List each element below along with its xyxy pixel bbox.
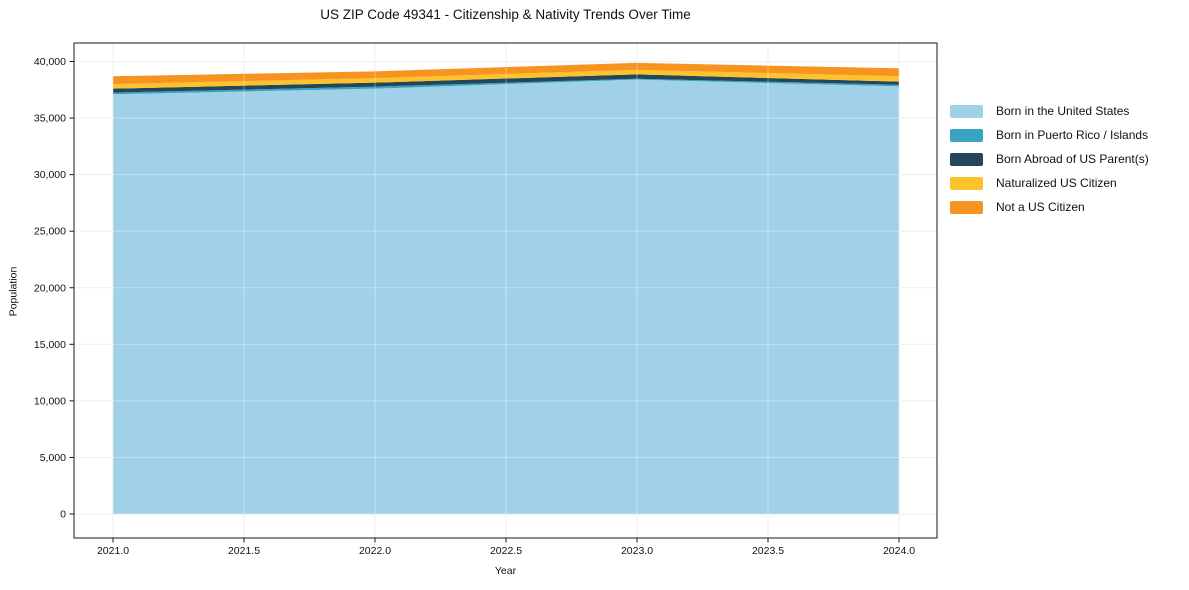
legend-swatch — [950, 128, 983, 142]
legend-item: Born Abroad of US Parent(s) — [950, 152, 1149, 166]
x-tick-label: 2021.5 — [228, 545, 260, 557]
legend-swatch — [950, 176, 983, 190]
y-tick-label: 15,000 — [34, 339, 66, 351]
y-tick-label: 5,000 — [40, 452, 66, 464]
y-tick-label: 30,000 — [34, 169, 66, 181]
y-axis-label: Population — [7, 266, 20, 317]
y-tick-label: 20,000 — [34, 282, 66, 294]
y-tick-label: 25,000 — [34, 226, 66, 238]
legend-swatch — [950, 104, 983, 118]
area-series-not-a-us-citizen — [113, 62, 899, 85]
legend-label: Born Abroad of US Parent(s) — [996, 152, 1149, 166]
legend-label: Naturalized US Citizen — [996, 176, 1117, 190]
x-axis-label: Year — [494, 565, 517, 577]
x-tick-label: 2021.0 — [97, 545, 129, 557]
x-tick-label: 2024.0 — [883, 545, 915, 557]
y-tick-label: 40,000 — [34, 56, 66, 68]
area-series-born-in-the-united-states — [113, 79, 899, 514]
legend-item: Not a US Citizen — [950, 200, 1149, 214]
stacked-areas — [113, 62, 899, 514]
y-tick-label: 0 — [60, 509, 66, 521]
legend: Born in the United States Born in Puerto … — [950, 104, 1149, 224]
legend-swatch — [950, 152, 983, 166]
legend-item: Born in Puerto Rico / Islands — [950, 128, 1149, 142]
legend-label: Not a US Citizen — [996, 200, 1085, 214]
gridlines-overlay — [74, 43, 937, 538]
legend-swatch — [950, 200, 983, 214]
x-tick-label: 2022.5 — [490, 545, 522, 557]
chart-title: US ZIP Code 49341 - Citizenship & Nativi… — [320, 7, 691, 22]
x-tick-label: 2023.5 — [752, 545, 784, 557]
y-tick-label: 10,000 — [34, 395, 66, 407]
y-tick-label: 35,000 — [34, 113, 66, 125]
legend-item: Born in the United States — [950, 104, 1149, 118]
x-tick-label: 2022.0 — [359, 545, 391, 557]
area-series-naturalized-us-citizen — [113, 69, 899, 89]
legend-label: Born in Puerto Rico / Islands — [996, 128, 1149, 142]
tick-marks — [69, 61, 900, 543]
tick-labels: 0 5,000 10,000 15,000 20,000 25,000 30,000 35,0… — [34, 56, 915, 557]
legend-item: Naturalized US Citizen — [950, 176, 1149, 190]
area-series-born-abroad-of-us-parent-s — [113, 74, 899, 93]
legend-label: Born in the United States — [996, 104, 1130, 118]
x-tick-label: 2023.0 — [621, 545, 653, 557]
